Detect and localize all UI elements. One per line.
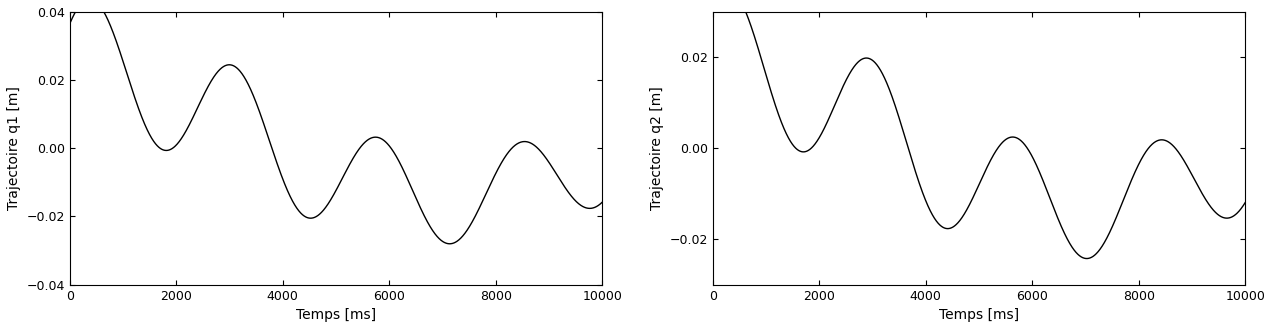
X-axis label: Temps [ms]: Temps [ms] <box>296 308 377 322</box>
Y-axis label: Trajectoire q1 [m]: Trajectoire q1 [m] <box>6 86 20 210</box>
Y-axis label: Trajectoire q2 [m]: Trajectoire q2 [m] <box>650 87 664 210</box>
X-axis label: Temps [ms]: Temps [ms] <box>939 308 1019 322</box>
